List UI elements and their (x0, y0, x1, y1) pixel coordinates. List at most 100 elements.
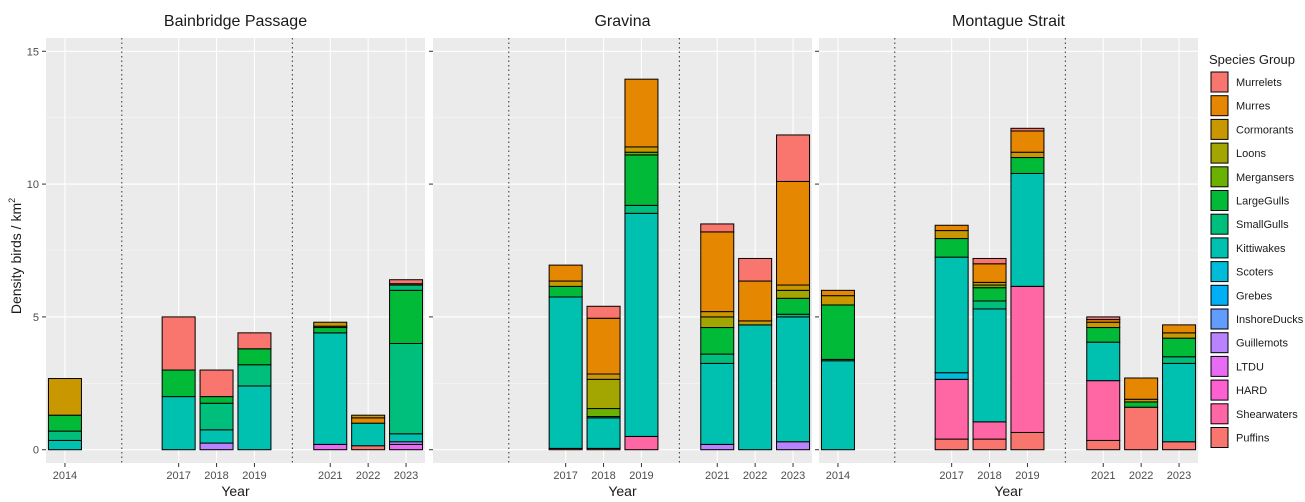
legend-label: Kittiwakes (1236, 243, 1286, 255)
bar-segment-smallgulls (972, 300, 1007, 310)
bar-segment-murres (776, 180, 811, 286)
bar-2014 (47, 378, 82, 451)
x-tick-label: 2023 (394, 470, 418, 482)
y-axis-title-superscript: 2 (7, 198, 17, 203)
legend-label: LargeGulls (1236, 196, 1290, 208)
bar-2023 (776, 134, 811, 451)
legend-swatch (1210, 190, 1229, 211)
x-tick-label: 2023 (781, 470, 805, 482)
bar-segment-shearwaters (624, 435, 659, 451)
y-tick-label: 10 (27, 179, 39, 191)
legend-swatch (1210, 71, 1229, 93)
bar-segment-shearwaters (934, 378, 969, 440)
legend-swatch (1210, 427, 1229, 448)
bar-segment-murres (1162, 324, 1197, 334)
legend-swatch (1210, 142, 1229, 164)
bar-2017 (161, 316, 196, 451)
bar-segment-largegulls (548, 285, 583, 298)
legend-label: LTDU (1236, 361, 1264, 373)
x-tick-label: 2017 (166, 470, 190, 482)
bar-segment-cormorants (624, 146, 659, 153)
bar-segment-kittiwakes (199, 429, 234, 444)
bar-segment-kittiwakes (313, 332, 348, 445)
legend-item-mergansers: Mergansers (1210, 166, 1295, 188)
bar-segment-ltdu (313, 443, 348, 451)
legend-label: Guillemots (1236, 338, 1288, 350)
legend-label: Scoters (1236, 267, 1274, 279)
bar-segment-murrelets (389, 279, 424, 285)
x-axis-title: Year (608, 483, 637, 499)
bar-segment-murrelets (237, 332, 272, 350)
bar-segment-kittiwakes (700, 362, 735, 445)
x-tick-label: 2018 (977, 470, 1001, 482)
legend-label: InshoreDucks (1236, 314, 1304, 326)
bar-segment-largegulls (237, 348, 272, 366)
bar-segment-cormorants (934, 230, 969, 240)
legend-item-kittiwakes: Kittiwakes (1210, 237, 1286, 259)
bar-segment-cormorants (738, 320, 773, 326)
bar-segment-cormorants (1162, 332, 1197, 339)
bar-2017 (934, 224, 969, 451)
bar-segment-cormorants (820, 295, 855, 306)
legend-label: Cormorants (1236, 124, 1294, 136)
bar-segment-largegulls (161, 369, 196, 398)
legend-item-scoters: Scoters (1210, 261, 1274, 283)
bar-2019 (237, 332, 272, 451)
legend-item-inshoreducks: InshoreDucks (1210, 308, 1304, 330)
bar-segment-murres (548, 264, 583, 282)
bar-2023 (1162, 324, 1197, 451)
bar-segment-kittiwakes (351, 422, 386, 447)
x-tick-label: 2018 (204, 470, 228, 482)
bar-segment-murres (820, 289, 855, 297)
bar-segment-loons (776, 289, 811, 299)
legend-label: Grebes (1236, 290, 1273, 302)
bar-segment-shearwaters (1010, 285, 1045, 433)
bar-segment-smallgulls (700, 353, 735, 364)
bar-segment-smallgulls (389, 342, 424, 435)
legend-swatch (1210, 355, 1229, 377)
bar-segment-guillemots (700, 443, 735, 451)
x-tick-label: 2018 (591, 470, 615, 482)
panel-title: Montague Strait (952, 13, 1066, 30)
bar-segment-shearwaters (972, 421, 1007, 440)
legend-label: Mergansers (1236, 172, 1295, 184)
bar-segment-murrelets (738, 257, 773, 282)
bar-segment-murres (972, 263, 1007, 283)
legend-swatch (1210, 261, 1229, 283)
bar-2021 (1086, 316, 1121, 451)
legend-swatch (1210, 284, 1229, 306)
legend-item-largegulls: LargeGulls (1210, 190, 1290, 211)
x-tick-label: 2014 (826, 470, 850, 482)
panel-title: Gravina (594, 13, 650, 30)
bar-segment-murrelets (1010, 127, 1045, 132)
bar-2023 (389, 279, 424, 451)
bar-segment-guillemots (776, 441, 811, 451)
legend-item-loons: Loons (1210, 142, 1266, 164)
bar-segment-kittiwakes (1162, 362, 1197, 443)
bar-segment-loons (700, 316, 735, 329)
bar-segment-largegulls (313, 327, 348, 334)
bar-segment-kittiwakes (624, 212, 659, 437)
legend-label: SmallGulls (1236, 219, 1289, 231)
bar-2014 (820, 289, 855, 451)
bar-segment-kittiwakes (820, 360, 855, 451)
bar-2022 (738, 257, 773, 451)
panel-1: 2014 2017 2018 2019 2021 2022 2023 0 5 10 15 Bainbr… (27, 13, 425, 499)
bar-segment-murres (700, 231, 735, 313)
x-tick-label: 2019 (1015, 470, 1039, 482)
bar-segment-kittiwakes (934, 256, 969, 374)
bar-segment-cormorants (1010, 151, 1045, 159)
bar-segment-scoters (934, 372, 969, 380)
bar-segment-puffins (1086, 439, 1121, 451)
legend-item-murres: Murres (1210, 95, 1271, 117)
bar-2021 (700, 223, 735, 451)
bar-segment-smallgulls (1162, 356, 1197, 364)
legend-swatch (1210, 308, 1229, 330)
legend-swatch (1210, 213, 1229, 235)
bar-segment-murres (934, 224, 969, 232)
bar-segment-puffins (1162, 441, 1197, 451)
legend-label: Murrelets (1236, 77, 1282, 89)
bar-segment-kittiwakes (161, 396, 196, 451)
legend-title: Species Group (1209, 52, 1295, 67)
bar-segment-largegulls (776, 297, 811, 315)
